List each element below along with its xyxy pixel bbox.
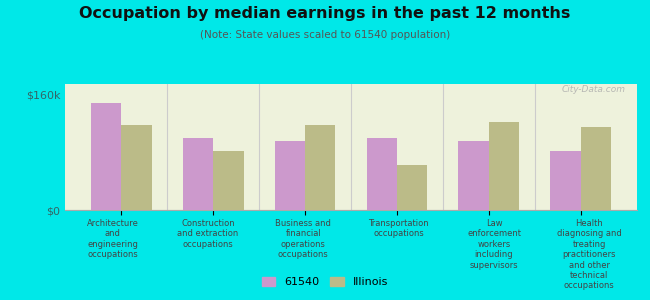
Bar [397,165,427,210]
Legend: 61540, Illinois: 61540, Illinois [257,272,393,291]
Bar [580,127,611,210]
Text: Business and
financial
operations
occupations: Business and financial operations occupa… [276,219,332,259]
Bar [458,141,489,210]
Text: Occupation by median earnings in the past 12 months: Occupation by median earnings in the pas… [79,6,571,21]
Text: Architecture
and
engineering
occupations: Architecture and engineering occupations [86,219,138,259]
Text: Health
diagnosing and
treating
practitioners
and other
technical
occupations: Health diagnosing and treating practitio… [557,219,621,290]
Text: (Note: State values scaled to 61540 population): (Note: State values scaled to 61540 popu… [200,30,450,40]
Text: Law
enforcement
workers
including
supervisors: Law enforcement workers including superv… [467,219,521,270]
Text: Construction
and extraction
occupations: Construction and extraction occupations [177,219,239,249]
Bar [489,122,519,210]
Text: Transportation
occupations: Transportation occupations [369,219,429,239]
Text: City-Data.com: City-Data.com [562,85,625,94]
Bar [305,125,335,210]
Bar [367,138,397,210]
Bar [91,103,122,210]
Bar [275,141,305,210]
Bar [551,151,580,210]
Bar [213,151,244,210]
Bar [183,138,213,210]
Bar [122,125,151,210]
